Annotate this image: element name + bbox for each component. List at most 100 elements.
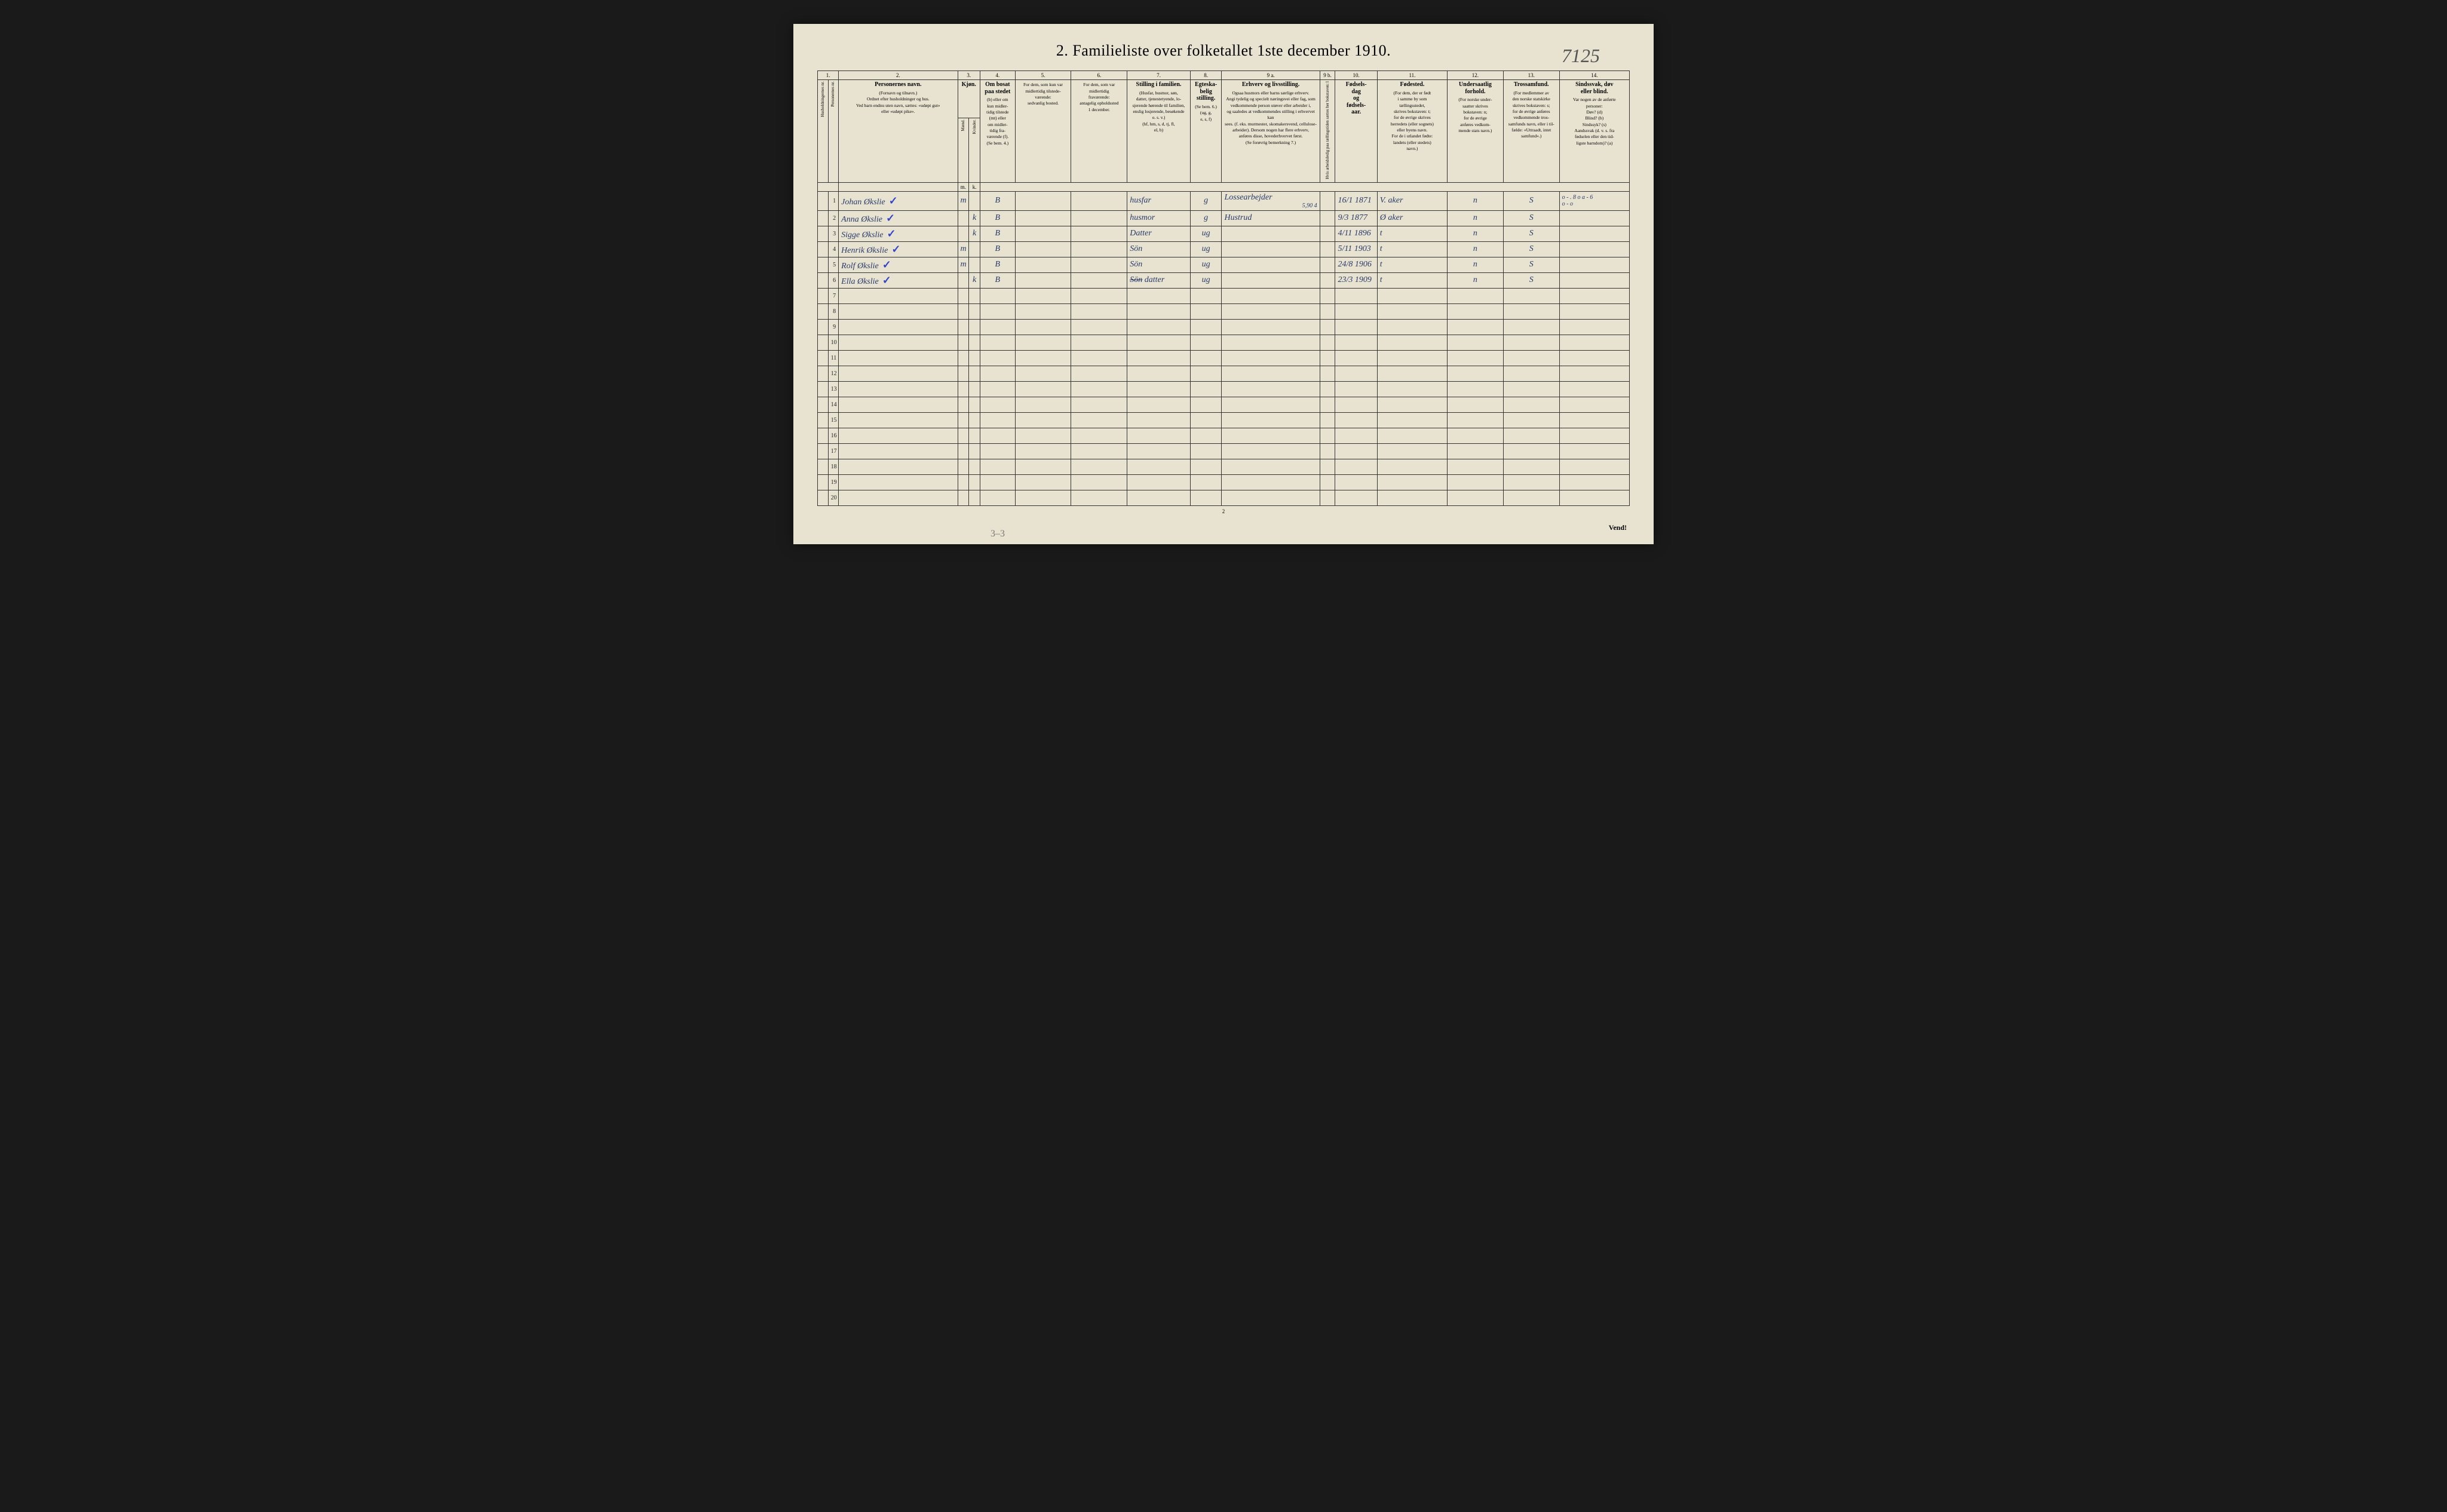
trossamfund-cell: S [1503, 226, 1559, 241]
col-num-11: 11. [1377, 71, 1447, 80]
sindssvak-cell [1559, 428, 1629, 443]
name-cell [839, 428, 958, 443]
sex-m-cell [958, 272, 969, 288]
tilstede-cell [1015, 428, 1071, 443]
arbeidsledig-cell [1320, 257, 1335, 272]
person-nr-cell: 8 [828, 303, 839, 319]
bosat-cell: B [980, 241, 1016, 257]
sex-m-cell [958, 490, 969, 505]
fodested-cell: V. aker [1377, 191, 1447, 210]
fravaerende-cell [1071, 272, 1127, 288]
undersaatlig-cell: n [1448, 272, 1504, 288]
name-cell: Ella Økslie✓ [839, 272, 958, 288]
fodsel-cell: 23/3 1909 [1335, 272, 1377, 288]
egteskab-cell [1190, 428, 1222, 443]
undersaatlig-cell [1448, 366, 1504, 381]
egteskab-cell [1190, 319, 1222, 335]
bosat-cell [980, 474, 1016, 490]
name-cell: Anna Økslie✓ [839, 210, 958, 226]
person-nr-cell: 14 [828, 397, 839, 412]
col-num-9b: 9 b. [1320, 71, 1335, 80]
header-trossamfund: Trossamfund. (For medlemmer av den norsk… [1503, 80, 1559, 182]
trossamfund-cell: S [1503, 191, 1559, 210]
arbeidsledig-cell [1320, 303, 1335, 319]
header-sindssvak: Sindssvak, døv eller blind. Var nogen av… [1559, 80, 1629, 182]
stilling-cell [1127, 412, 1191, 428]
fodested-cell: Ø aker [1377, 210, 1447, 226]
table-row: 8 [818, 303, 1630, 319]
fodsel-cell [1335, 459, 1377, 474]
sex-k-cell [969, 474, 980, 490]
person-nr-cell: 19 [828, 474, 839, 490]
header-fodested: Fødested. (For dem, der er født i samme … [1377, 80, 1447, 182]
col-num-1: 1. [818, 71, 839, 80]
header-kvinder: Kvinder. [969, 118, 980, 182]
bosat-cell [980, 366, 1016, 381]
fodsel-cell [1335, 443, 1377, 459]
sindssvak-cell [1559, 412, 1629, 428]
bosat-cell [980, 319, 1016, 335]
fodested-cell [1377, 397, 1447, 412]
table-row: 19 [818, 474, 1630, 490]
arbeidsledig-cell [1320, 490, 1335, 505]
table-row: 6Ella Økslie✓kBSön datterug23/3 1909tnS [818, 272, 1630, 288]
erhverv-cell [1222, 226, 1320, 241]
fodested-cell [1377, 490, 1447, 505]
header-bosat: Om bosat paa stedet (b) eller om kun mid… [980, 80, 1016, 182]
table-row: 11 [818, 350, 1630, 366]
sex-m-cell [958, 303, 969, 319]
name-cell: Johan Økslie✓ [839, 191, 958, 210]
sex-m-cell [958, 335, 969, 350]
undersaatlig-cell: n [1448, 241, 1504, 257]
fodested-cell [1377, 350, 1447, 366]
table-row: 9 [818, 319, 1630, 335]
undersaatlig-cell [1448, 288, 1504, 303]
sex-m-cell [958, 226, 969, 241]
fodsel-cell: 16/1 1871 [1335, 191, 1377, 210]
household-nr-cell [818, 428, 829, 443]
tilstede-cell [1015, 226, 1071, 241]
undersaatlig-cell [1448, 381, 1504, 397]
fodested-cell: t [1377, 272, 1447, 288]
fravaerende-cell [1071, 303, 1127, 319]
page-number: 2 [817, 508, 1630, 514]
fravaerende-cell [1071, 366, 1127, 381]
bosat-cell [980, 381, 1016, 397]
erhverv-cell [1222, 443, 1320, 459]
name-cell [839, 490, 958, 505]
person-nr-cell: 11 [828, 350, 839, 366]
col-num-6: 6. [1071, 71, 1127, 80]
household-nr-cell [818, 474, 829, 490]
fodested-cell [1377, 428, 1447, 443]
erhverv-cell [1222, 257, 1320, 272]
header-undersaatlig: Undersaatlig forhold. (For norske under-… [1448, 80, 1504, 182]
table-row: 5Rolf Økslie✓mBSönug24/8 1906tnS [818, 257, 1630, 272]
household-nr-cell [818, 459, 829, 474]
egteskab-cell [1190, 288, 1222, 303]
fodsel-cell [1335, 350, 1377, 366]
header-fravaerende: For dem, som var midlertidig fraværende:… [1071, 80, 1127, 182]
stilling-cell [1127, 443, 1191, 459]
fodsel-cell [1335, 319, 1377, 335]
erhverv-cell [1222, 272, 1320, 288]
fodsel-cell [1335, 428, 1377, 443]
header-arbeidsledig: Hvis arbeidsledig paa tællingstiden sætt… [1320, 80, 1335, 182]
fravaerende-cell [1071, 474, 1127, 490]
sex-m-cell [958, 350, 969, 366]
col-num-12: 12. [1448, 71, 1504, 80]
header-m: m. [958, 182, 969, 191]
person-nr-cell: 7 [828, 288, 839, 303]
table-row: 10 [818, 335, 1630, 350]
sindssvak-cell [1559, 381, 1629, 397]
table-row: 2Anna Økslie✓kBhusmorgHustrud9/3 1877Ø a… [818, 210, 1630, 226]
name-cell [839, 474, 958, 490]
household-nr-cell [818, 257, 829, 272]
person-nr-cell: 13 [828, 381, 839, 397]
fodested-cell [1377, 366, 1447, 381]
arbeidsledig-cell [1320, 226, 1335, 241]
egteskab-cell [1190, 443, 1222, 459]
name-cell [839, 366, 958, 381]
stilling-cell [1127, 397, 1191, 412]
bosat-cell: B [980, 191, 1016, 210]
bosat-cell [980, 428, 1016, 443]
